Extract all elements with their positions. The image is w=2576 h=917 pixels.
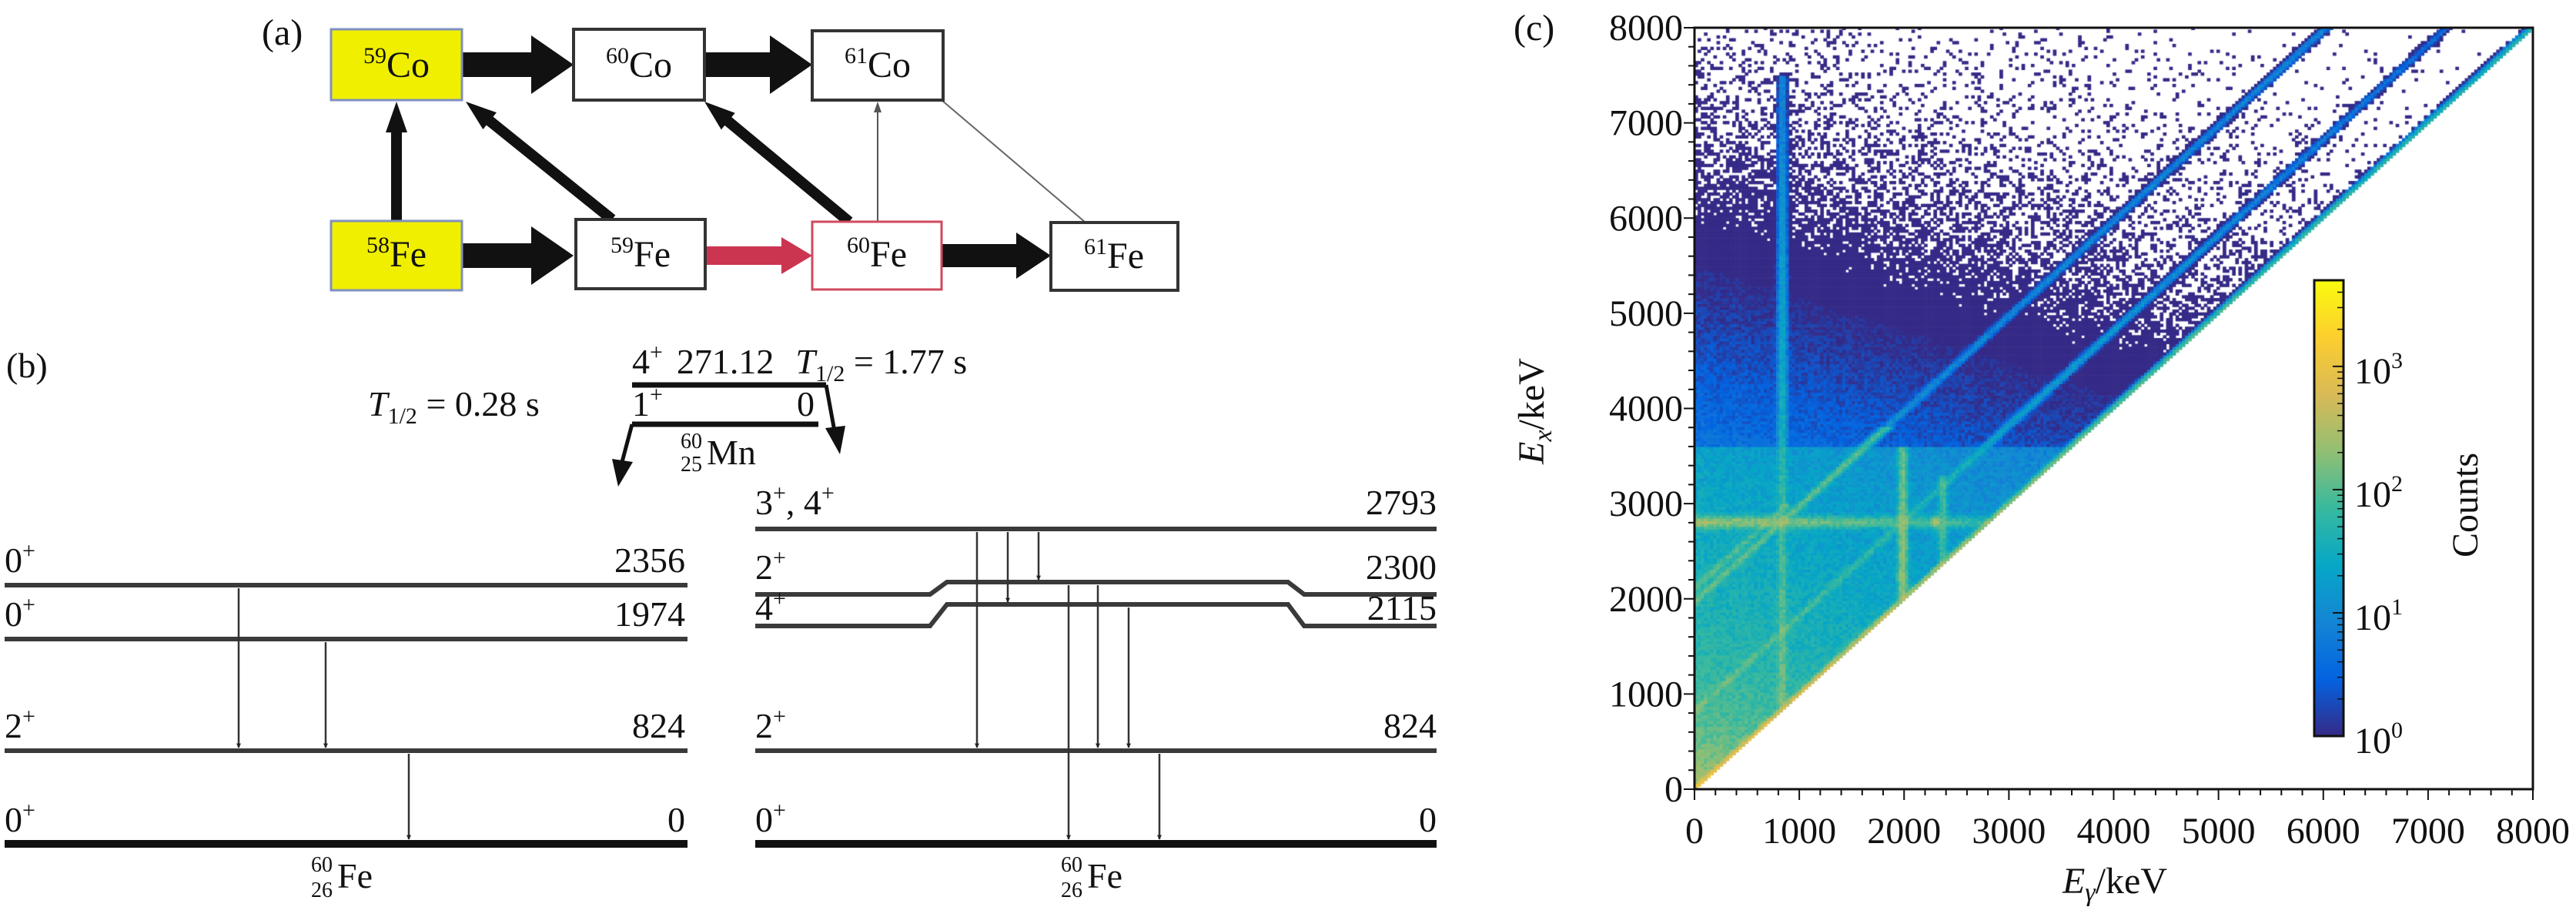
panel-b-label: (b) xyxy=(6,346,48,385)
x-axis-label: Eγ/keV xyxy=(2062,861,2167,907)
ground-energy: 0 xyxy=(797,384,815,423)
level-energy-label: 2300 xyxy=(1366,547,1437,587)
y-axis-label: Ex/keV xyxy=(1511,358,1557,465)
y-tick-label: 7000 xyxy=(1609,103,1683,144)
arrow-fe59-to-co59 xyxy=(466,102,616,224)
left-level-scheme: 0+ 2356 0+ 1974 2+ 824 0+ 0 60 26 Fe xyxy=(5,538,687,902)
colorbar-tick-label: 103 xyxy=(2354,348,2403,392)
y-tick-label: 1000 xyxy=(1609,674,1683,715)
level-energy-label: 824 xyxy=(632,706,685,745)
x-tick-label: 5000 xyxy=(2182,811,2256,852)
level-energy-label: 824 xyxy=(1383,706,1437,745)
arrow-fe59-to-fe60 xyxy=(705,237,812,274)
level-spin-label: 3+, 4+ xyxy=(755,480,835,522)
x-tick-label: 8000 xyxy=(2496,811,2570,852)
reaction-arrows xyxy=(386,35,1086,285)
arrow-fe60-to-co60 xyxy=(704,102,853,226)
x-tick-label: 4000 xyxy=(2077,811,2151,852)
svg-text:61Co: 61Co xyxy=(845,43,911,85)
level-energy-label: 2793 xyxy=(1366,483,1437,522)
panel-c-label: (c) xyxy=(1514,8,1554,49)
svg-text:61Fe: 61Fe xyxy=(1084,234,1144,276)
svg-text:60Fe: 60Fe xyxy=(847,233,907,275)
x-tick-label: 6000 xyxy=(2287,811,2360,852)
y-tick-label: 0 xyxy=(1664,769,1683,810)
arrow-fe58-to-fe59 xyxy=(462,226,574,285)
panel-a-label: (a) xyxy=(262,12,303,53)
y-tick-label: 6000 xyxy=(1609,198,1683,239)
panel-c: (c) 0 1000 2000 3000 4000 5000 6000 7000 8000 0 10… xyxy=(1511,8,2570,907)
colorbar-tick-label: 100 xyxy=(2354,718,2403,761)
arrow-co60-to-co61 xyxy=(704,35,812,94)
nuclide-box-fe58: 58Fe xyxy=(330,219,463,292)
panel-b: (b) 4+ 271.12 T1/2 = 1.77 s T1/2 = 0.28 s … xyxy=(5,340,1437,902)
level-spin-label: 0+ xyxy=(5,798,35,839)
level-spin-label: 0+ xyxy=(5,592,35,634)
y-tick-label: 2000 xyxy=(1609,579,1683,620)
level-energy-label: 0 xyxy=(667,800,685,839)
svg-text:58Fe: 58Fe xyxy=(366,233,427,275)
parent-nucleus-label: 60 25 Mn xyxy=(681,430,756,477)
y-tick-label: 5000 xyxy=(1609,293,1683,334)
level-spin-label: 0+ xyxy=(5,538,35,580)
level-spin-label: 2+ xyxy=(5,704,35,745)
nuclide-box-co59: 59Co xyxy=(330,28,463,102)
y-tick-label: 8000 xyxy=(1609,8,1683,49)
isomer-level-label: 4+ 271.12 T1/2 = 1.77 s xyxy=(632,340,967,387)
y-tick-label: 4000 xyxy=(1609,389,1683,430)
nuclide-box-fe60: 60Fe xyxy=(811,220,943,291)
level-spin-label: 2+ xyxy=(755,704,786,745)
colorbar-tick-label: 101 xyxy=(2354,594,2403,638)
level-energy-label: 2356 xyxy=(614,540,685,580)
ground-spin: 1+ xyxy=(632,382,663,423)
level-energy-label: 1974 xyxy=(614,594,685,634)
axis-ticks: 0 1000 2000 3000 4000 5000 6000 7000 8000 0 1000 20… xyxy=(1609,8,2570,852)
x-tick-label: 7000 xyxy=(2391,811,2465,852)
beta-decay-arrow-right xyxy=(825,426,845,454)
svg-text:60Co: 60Co xyxy=(606,43,672,85)
x-tick-label: 0 xyxy=(1685,811,1704,852)
level-spin-label: 0+ xyxy=(755,798,786,839)
arrow-fe60-to-co61 xyxy=(874,102,882,222)
svg-text:59Co: 59Co xyxy=(363,43,430,85)
level-spin-label: 4+ xyxy=(755,586,786,628)
x-tick-label: 2000 xyxy=(1867,811,1941,852)
link-co61-fe61 xyxy=(941,99,1086,223)
x-tick-label: 3000 xyxy=(1972,811,2046,852)
level-energy-label: 0 xyxy=(1419,800,1437,839)
nuclide-box-co60: 60Co xyxy=(572,28,706,102)
panel-a: (a) 59Co 60Co 61Co 58Fe 59Fe 60Fe 61Fe xyxy=(262,12,1179,292)
y-tick-label: 3000 xyxy=(1609,484,1683,524)
arrow-fe58-to-co59 xyxy=(386,102,407,221)
heatmap-canvas xyxy=(1694,28,2533,789)
plot-frame xyxy=(1693,26,2534,791)
arrow-co59-to-co60 xyxy=(462,35,574,94)
right-level-scheme: 3+, 4+ 2793 2+ 2300 4+ 2115 2+ 824 0+ 0 60 26 Fe xyxy=(755,480,1437,902)
colorbar-tick-label: 102 xyxy=(2354,471,2403,515)
parent-mn60: 4+ 271.12 T1/2 = 1.77 s T1/2 = 0.28 s 1+ 0… xyxy=(368,340,967,487)
nuclide-box-co61: 61Co xyxy=(811,29,945,102)
beta-decay-arrow-left xyxy=(612,459,633,487)
left-nucleus-label: 60 26 Fe xyxy=(311,853,373,902)
right-nucleus-label: 60 26 Fe xyxy=(1061,853,1122,902)
arrow-fe60-to-fe61 xyxy=(942,233,1051,279)
colorbar-label: Counts xyxy=(2445,453,2486,557)
ground-half-life: T1/2 = 0.28 s xyxy=(368,384,540,429)
nuclide-box-fe59: 59Fe xyxy=(574,218,707,290)
svg-text:59Fe: 59Fe xyxy=(611,233,671,275)
nuclide-box-fe61: 61Fe xyxy=(1049,221,1179,292)
level-energy-label: 2115 xyxy=(1367,588,1437,628)
level-spin-label: 2+ xyxy=(755,545,786,587)
colorbar-ticks: 100 101 102 103 xyxy=(2333,279,2403,761)
x-tick-label: 1000 xyxy=(1762,811,1836,852)
